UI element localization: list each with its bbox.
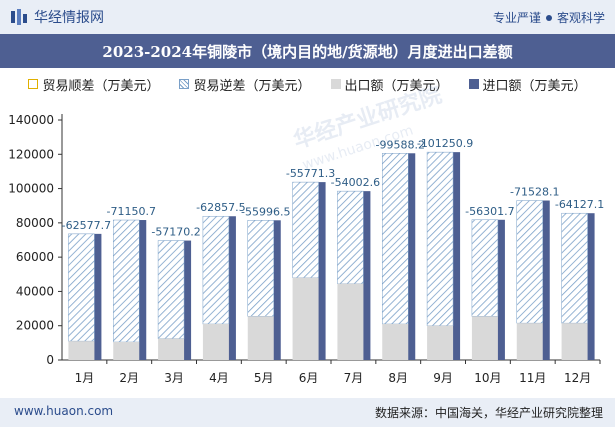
y-tick-label: 20000: [16, 319, 54, 333]
export-bar[interactable]: [516, 323, 543, 360]
deficit-data-label: -62577.7: [62, 219, 111, 232]
chart-bars: [68, 151, 595, 360]
deficit-bar[interactable]: [247, 220, 274, 317]
x-tick-label: 11月: [519, 371, 546, 385]
x-tick-label: 8月: [388, 371, 408, 385]
deficit-bar[interactable]: [516, 200, 543, 324]
y-tick-label: 100000: [8, 182, 54, 196]
x-tick-label: 9月: [433, 371, 453, 385]
deficit-data-label: -71150.7: [107, 205, 156, 218]
footer-source: 数据来源：中国海关，华经产业研究院整理: [374, 406, 603, 420]
chart-canvas: 0 20000 40000 60000 80000 100000 120000 140000 1…: [8, 113, 605, 385]
footer-bar: www.huaon.com 数据来源：中国海关，华经产业研究院整理: [0, 398, 615, 427]
export-bar[interactable]: [158, 338, 185, 360]
export-swatch-icon: [330, 79, 341, 89]
y-tick-label: 120000: [8, 147, 54, 161]
y-tick-label: 80000: [16, 216, 54, 230]
tagline: 专业严谨 客观科学: [493, 9, 605, 26]
legend-item-deficit[interactable]: 贸易逆差（万美元）: [179, 75, 311, 94]
y-tick-label: 0: [46, 353, 54, 367]
deficit-bar[interactable]: [68, 233, 95, 342]
chart-data-labels: -62577.7-71150.7 -57170.2 -62857.5-55996.5…: [62, 137, 605, 238]
legend-label-export: 出口额（万美元）: [344, 78, 449, 94]
deficit-data-label: -62857.5: [196, 201, 245, 214]
x-tick-label: 1月: [75, 371, 95, 385]
deficit-data-label: -55996.5: [241, 205, 290, 218]
y-tick-label: 140000: [8, 113, 54, 127]
chart-title: 2023-2024年铜陵市（境内目的地/货源地）月度进出口差额: [102, 42, 513, 61]
footer-url-link[interactable]: www.huaon.com: [14, 404, 114, 418]
tagline-left: 专业严谨: [492, 11, 541, 25]
export-bar[interactable]: [382, 324, 409, 360]
x-tick-label: 3月: [164, 371, 184, 385]
deficit-data-label: -57170.2: [151, 226, 200, 239]
deficit-data-label: -101250.9: [417, 137, 473, 150]
deficit-bar[interactable]: [471, 219, 499, 317]
x-tick-label: 4月: [209, 371, 229, 385]
legend-label-deficit: 贸易逆差（万美元）: [193, 78, 311, 94]
y-tick-label: 40000: [16, 284, 54, 298]
export-bar[interactable]: [202, 324, 229, 360]
legend-label-surplus: 贸易顺差（万美元）: [42, 78, 160, 94]
export-bar[interactable]: [68, 341, 95, 360]
deficit-bar[interactable]: [202, 215, 230, 325]
deficit-bar[interactable]: [382, 153, 409, 325]
deficit-data-label: -56301.7: [465, 205, 514, 218]
deficit-data-label: -54002.6: [331, 176, 380, 189]
brand-logo-icon: [11, 9, 27, 25]
header-bar: 华经情报网 专业严谨 客观科学: [0, 0, 615, 34]
deficit-bar[interactable]: [292, 181, 319, 278]
deficit-data-label: -71528.1: [510, 186, 559, 199]
export-bar[interactable]: [471, 316, 498, 360]
import-swatch-icon: [468, 79, 479, 89]
dot-icon: [545, 14, 552, 21]
deficit-swatch-icon: [179, 79, 190, 89]
tagline-right: 客观科学: [556, 11, 605, 25]
deficit-bar[interactable]: [157, 240, 185, 339]
brand-name: 华经情报网: [34, 10, 104, 26]
legend-item-export[interactable]: 出口额（万美元）: [330, 75, 449, 94]
surplus-swatch-icon: [28, 79, 39, 89]
x-tick-label: 7月: [344, 371, 364, 385]
deficit-data-label: -64127.1: [555, 198, 604, 211]
x-tick-label: 6月: [299, 371, 319, 385]
deficit-bar[interactable]: [561, 212, 588, 324]
chart-title-bar: 2023-2024年铜陵市（境内目的地/货源地）月度进出口差额: [0, 34, 615, 68]
x-tick-label: 5月: [254, 371, 274, 385]
x-tick-label: 12月: [564, 371, 591, 385]
legend-item-import[interactable]: 进口额（万美元）: [468, 75, 587, 94]
export-bar[interactable]: [292, 277, 319, 360]
legend-label-import: 进口额（万美元）: [482, 78, 587, 94]
export-bar[interactable]: [113, 342, 140, 360]
x-tick-label: 2月: [119, 371, 139, 385]
y-tick-label: 60000: [16, 250, 54, 264]
export-bar[interactable]: [337, 283, 364, 360]
deficit-bar[interactable]: [337, 190, 364, 284]
chart-legend: 贸易顺差（万美元） 贸易逆差（万美元） 出口额（万美元） 进口额（万美元）: [0, 72, 615, 96]
export-bar[interactable]: [427, 325, 454, 360]
brand[interactable]: 华经情报网: [10, 7, 104, 27]
deficit-data-label: -55771.3: [286, 167, 335, 180]
deficit-bar[interactable]: [113, 219, 140, 343]
x-tick-label: 10月: [474, 371, 501, 385]
export-bar[interactable]: [247, 316, 274, 360]
chart-axes: 0 20000 40000 60000 80000 100000 120000 140000 1…: [8, 113, 601, 385]
deficit-bar[interactable]: [426, 151, 454, 326]
export-bar[interactable]: [561, 323, 588, 360]
legend-item-surplus[interactable]: 贸易顺差（万美元）: [28, 75, 159, 94]
deficit-data-label: -99588.2: [376, 138, 425, 151]
